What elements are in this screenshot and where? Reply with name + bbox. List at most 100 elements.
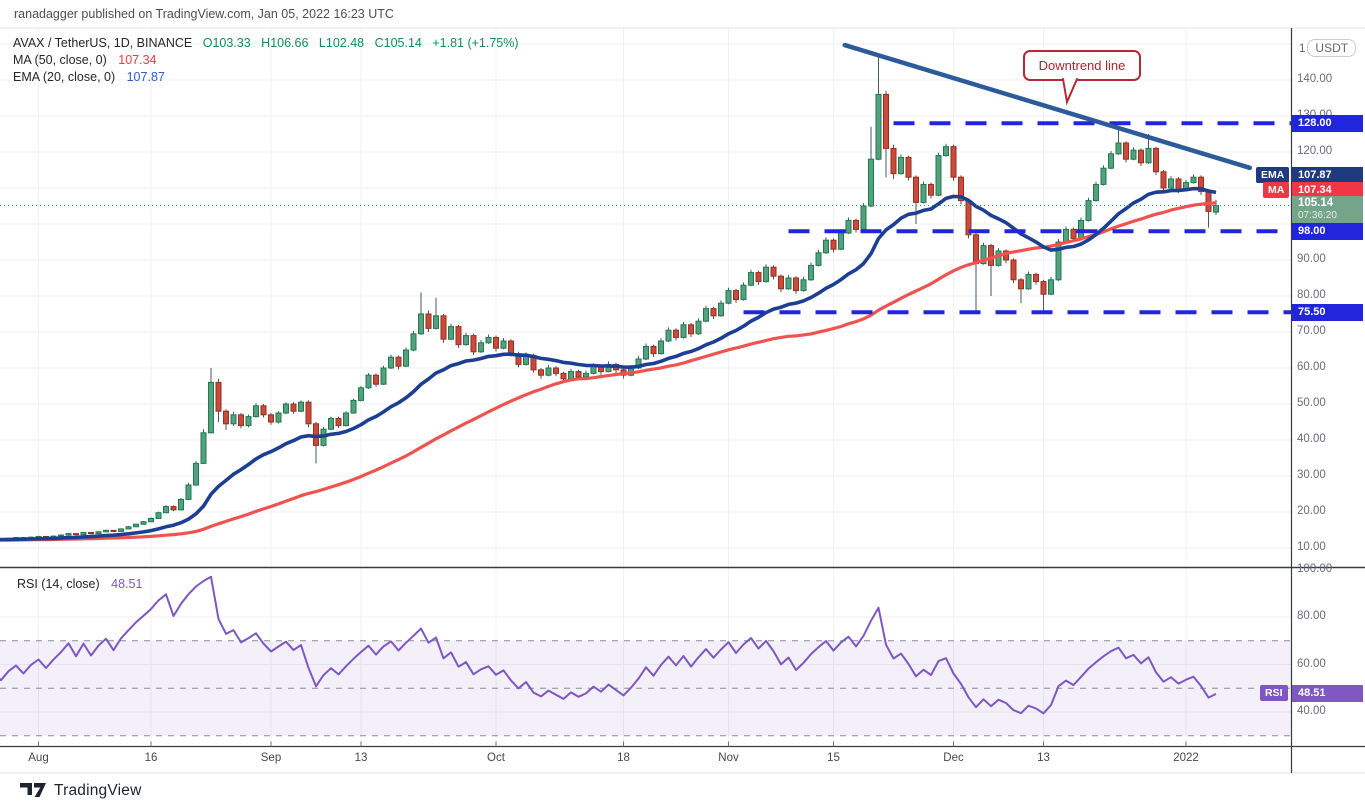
candle-body — [680, 324, 687, 338]
candle-body — [193, 462, 199, 486]
price-axis-label[interactable]: 60.00 — [1297, 361, 1326, 373]
price-axis-unit[interactable]: 1 USDT — [1299, 39, 1357, 57]
rsi-axis-label[interactable]: 100.00 — [1297, 562, 1333, 575]
time-axis-label[interactable]: Sep — [260, 752, 282, 764]
time-axis-label[interactable]: Oct — [487, 752, 505, 764]
candle-body — [260, 405, 267, 416]
usdt-chip[interactable]: USDT — [1307, 39, 1357, 57]
candle-body — [185, 484, 192, 500]
candle-body — [403, 349, 409, 367]
candle-body — [58, 534, 64, 537]
candle-body — [395, 356, 402, 367]
candle-body — [238, 414, 244, 427]
time-axis-label[interactable]: 16 — [144, 752, 158, 764]
candle-body — [980, 245, 987, 265]
candle-body — [1115, 142, 1122, 155]
price-axis-label[interactable]: 80.00 — [1297, 289, 1326, 301]
price-axis-label[interactable]: 20.00 — [1297, 505, 1326, 517]
candle-body — [838, 232, 844, 250]
price-axis-label[interactable]: 70.00 — [1297, 325, 1326, 337]
candle-body — [508, 340, 514, 355]
rsi-axis-label[interactable]: 80.00 — [1297, 610, 1326, 622]
candle-body — [208, 381, 214, 434]
bar-countdown: 07:36:20 — [1298, 210, 1337, 221]
candle-body — [65, 533, 72, 536]
candle-body — [778, 275, 784, 290]
level-badge-98: 98.00 — [1292, 223, 1363, 240]
candle-body — [88, 532, 94, 535]
candle-body — [545, 367, 552, 376]
time-axis-label[interactable]: 15 — [827, 752, 840, 764]
ema-legend: EMA (20, close, 0) 107.87 — [13, 70, 165, 84]
candle-body — [470, 335, 477, 353]
candle-body — [935, 155, 942, 196]
candle-body — [748, 272, 754, 286]
candle-body — [860, 205, 867, 230]
price-axis-label[interactable]: 10.00 — [1297, 541, 1326, 553]
candle-body — [305, 401, 312, 425]
candle-body — [1175, 178, 1182, 191]
time-axis-label[interactable]: 18 — [617, 752, 630, 764]
price-axis-label[interactable]: 140.00 — [1297, 73, 1333, 85]
candle-body — [178, 498, 184, 511]
candle-body — [883, 93, 889, 149]
rsi-axis-label[interactable]: 40.00 — [1297, 705, 1326, 717]
candle-body — [1130, 149, 1137, 160]
candle-body — [905, 156, 912, 178]
downtrend-line — [842, 42, 1252, 171]
candle-body — [380, 367, 387, 385]
time-axis-label[interactable]: Dec — [943, 752, 964, 764]
time-axis-label[interactable]: Nov — [718, 752, 739, 764]
candle-body — [868, 158, 874, 207]
candle-body — [958, 176, 964, 202]
candle-body — [1145, 147, 1152, 164]
time-axis-label[interactable]: 13 — [1037, 752, 1050, 764]
candle-body — [283, 403, 289, 414]
candle-body — [575, 371, 582, 378]
time-axis-label[interactable]: Aug — [28, 752, 49, 764]
candle-body — [80, 532, 87, 536]
candle-body — [493, 336, 499, 349]
rsi-chip: RSI — [1260, 685, 1288, 701]
ema-chip: EMA — [1256, 167, 1290, 183]
price-axis-label[interactable]: 50.00 — [1297, 397, 1326, 409]
candle-body — [350, 399, 357, 414]
candle-body — [118, 528, 124, 532]
candle-body — [725, 290, 732, 304]
time-axis-label[interactable]: 13 — [354, 752, 368, 764]
candle-body — [560, 372, 567, 380]
rsi-line — [0, 575, 1217, 715]
candle-body — [538, 369, 544, 376]
ma-value: 107.34 — [118, 53, 157, 67]
candle-body — [1040, 281, 1047, 295]
candle-body — [943, 146, 949, 157]
level-badge-75: 75.50 — [1292, 304, 1363, 321]
rsi-axis-label[interactable]: 60.00 — [1297, 657, 1326, 670]
current-price-badge: 105.14 07:36:20 — [1292, 196, 1363, 224]
candle-body — [913, 176, 919, 203]
candle-body — [485, 336, 492, 344]
candle-body — [343, 412, 349, 427]
ema-value: 107.87 — [126, 70, 165, 84]
price-axis-label[interactable]: 40.00 — [1297, 433, 1326, 445]
candle-body — [800, 279, 807, 292]
candle-body — [463, 335, 469, 346]
candle-body — [763, 266, 769, 283]
tradingview-logo[interactable]: TradingView — [20, 782, 142, 800]
candle-body — [125, 526, 132, 530]
price-axis-label[interactable]: 90.00 — [1297, 253, 1326, 265]
rsi-legend: RSI (14, close) 48.51 — [17, 577, 142, 591]
candle-body — [890, 147, 897, 175]
candle-body — [673, 329, 679, 338]
time-axis-label[interactable]: 2022 — [1173, 752, 1199, 764]
price-axis-label[interactable]: 30.00 — [1297, 469, 1326, 481]
candle-body — [155, 512, 162, 519]
ema-value-badge: 107.87 — [1292, 166, 1363, 184]
candle-body — [785, 277, 792, 290]
ohlc-close: C105.14 — [374, 36, 422, 50]
downtrend-callout[interactable]: Downtrend line — [1023, 50, 1141, 106]
unit-prefix: 1 — [1299, 43, 1306, 55]
candle-body — [358, 387, 364, 401]
price-axis-label[interactable]: 120.00 — [1297, 145, 1333, 157]
